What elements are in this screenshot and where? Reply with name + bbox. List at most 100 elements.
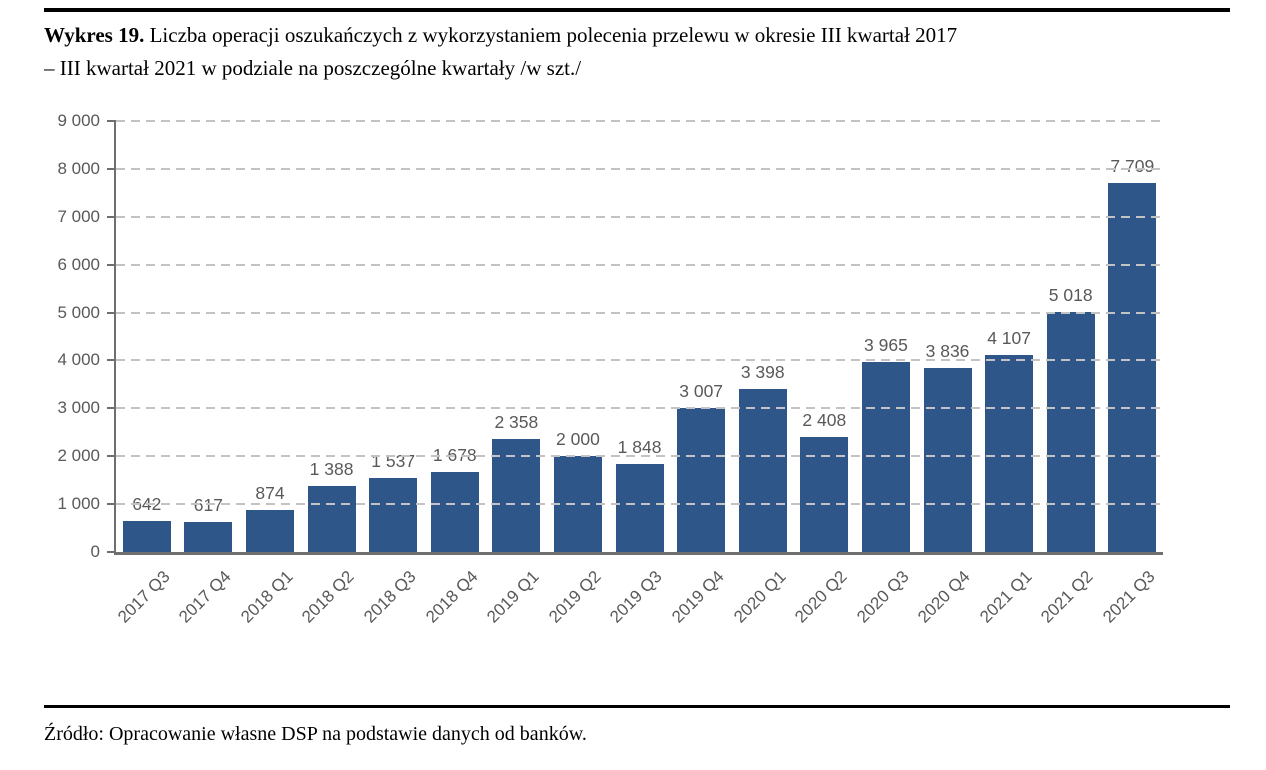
- bar-slot: 2 000 2019 Q2: [545, 121, 609, 626]
- bar: [307, 485, 356, 552]
- bar: [492, 439, 541, 552]
- bar-slot: 1 848 2019 Q3: [606, 121, 671, 627]
- gridline: [116, 407, 1163, 410]
- y-tick-label: 1 000: [57, 494, 100, 514]
- y-tick-mark: [107, 167, 116, 170]
- x-tick-label: 2020 Q4: [914, 567, 974, 627]
- figure-caption: Wykres 19. Liczba operacji oszukańczych …: [44, 19, 1230, 85]
- gridline: [116, 455, 1163, 458]
- bar-slot: 1 678 2018 Q4: [422, 121, 486, 627]
- source-note: Źródło: Opracowanie własne DSP na podsta…: [44, 723, 587, 745]
- gridline: [116, 120, 1163, 122]
- x-tick-label: 2017 Q4: [175, 567, 235, 627]
- bar-value-label: 1 678: [433, 445, 477, 466]
- bar: [1108, 182, 1157, 552]
- x-tick-label: 2019 Q1: [483, 567, 543, 627]
- y-tick-label: 6 000: [57, 254, 100, 274]
- x-tick-label: 2021 Q1: [975, 567, 1036, 627]
- bar: [923, 368, 972, 552]
- gridline: [116, 311, 1163, 314]
- bar-value-label: 2 408: [802, 409, 847, 430]
- bar-slot: 2 408 2020 Q2: [791, 121, 856, 627]
- bar-slot: 5 018 2021 Q2: [1038, 121, 1102, 627]
- x-tick-label: 2017 Q3: [113, 567, 174, 627]
- bar-chart: 642 2017 Q3 617 2017 Q4 874 2018 Q1 1 388 2018 …: [57, 111, 1164, 627]
- bar: [677, 408, 726, 552]
- x-tick-label: 2018 Q4: [421, 567, 482, 627]
- y-tick-mark: [107, 407, 116, 410]
- x-tick-label: 2019 Q4: [668, 567, 728, 627]
- bar-slot: 3 007 2019 Q4: [668, 121, 732, 627]
- x-tick-label: 2021 Q2: [1037, 567, 1098, 627]
- y-tick-mark: [107, 215, 116, 218]
- x-tick-label: 2020 Q2: [791, 567, 851, 627]
- bar-value-label: 1 848: [617, 436, 662, 457]
- bar-slot: 3 398 2020 Q1: [730, 121, 794, 626]
- bar-slot: 617 2017 Q4: [175, 121, 240, 626]
- y-tick-label: 9 000: [57, 111, 100, 130]
- y-tick-mark: [107, 120, 116, 122]
- y-tick-mark: [107, 263, 116, 266]
- figure-caption-text: Liczba operacji oszukańczych z wykorzyst…: [44, 23, 958, 80]
- x-tick-label: 2020 Q3: [852, 567, 913, 627]
- y-tick-label: 0: [90, 542, 100, 561]
- figure-caption-label: Wykres 19.: [44, 23, 145, 47]
- x-tick-label: 2019 Q2: [544, 567, 605, 627]
- bar-slot: 3 965 2020 Q3: [853, 121, 917, 626]
- bar-slot: 2 358 2019 Q1: [483, 121, 548, 626]
- bar: [369, 478, 418, 552]
- bar-value-label: 617: [193, 495, 223, 516]
- bar-value-label: 1 388: [309, 458, 354, 479]
- bar-value-label: 3 965: [864, 335, 908, 356]
- bar: [800, 436, 849, 552]
- gridline: [116, 263, 1163, 266]
- y-tick-label: 2 000: [57, 446, 100, 466]
- bar-value-label: 3 398: [740, 362, 785, 383]
- bar-slot: 7 709 2021 Q3: [1099, 121, 1164, 627]
- bar-value-label: 3 836: [925, 341, 970, 362]
- bar-value-label: 874: [255, 483, 285, 504]
- bar-value-label: 7 709: [1110, 155, 1155, 176]
- y-tick-mark: [107, 551, 116, 553]
- y-tick-mark: [107, 311, 116, 314]
- gridline: [116, 215, 1163, 218]
- top-rule: [44, 8, 1230, 12]
- bar: [615, 463, 664, 552]
- bar-value-label: 4 107: [987, 328, 1032, 349]
- bar-value-label: 3 007: [679, 381, 724, 401]
- bar: [1046, 311, 1095, 552]
- bars: 642 2017 Q3 617 2017 Q4 874 2018 Q1 1 388 2018 …: [114, 121, 1164, 627]
- y-tick-label: 7 000: [57, 206, 100, 226]
- y-tick-label: 3 000: [57, 398, 100, 418]
- bottom-rule: [44, 705, 1230, 708]
- y-tick-label: 4 000: [57, 350, 100, 370]
- plot-area: 642 2017 Q3 617 2017 Q4 874 2018 Q1 1 388 2018 …: [57, 111, 1164, 627]
- gridline: [116, 503, 1163, 506]
- x-tick-label: 2018 Q3: [360, 567, 420, 627]
- bar: [184, 522, 233, 552]
- bar: [430, 471, 479, 552]
- y-tick-mark: [107, 503, 116, 506]
- bar: [122, 521, 171, 552]
- bar-value-label: 2 000: [556, 429, 600, 450]
- bar-slot: 3 836 2020 Q4: [914, 121, 979, 626]
- bar: [245, 510, 294, 552]
- x-tick-label: 2018 Q1: [236, 567, 297, 627]
- bar-value-label: 2 358: [494, 412, 539, 433]
- bar-slot: 1 388 2018 Q2: [298, 121, 363, 627]
- x-tick-label: 2018 Q2: [298, 567, 359, 627]
- y-tick-label: 5 000: [57, 302, 100, 322]
- y-tick-label: 8 000: [57, 158, 100, 178]
- bar-slot: 874 2018 Q1: [237, 121, 301, 626]
- x-tick-label: 2019 Q3: [606, 567, 666, 627]
- x-tick-label: 2021 Q3: [1099, 567, 1159, 627]
- bar: [738, 389, 787, 552]
- y-tick-mark: [107, 359, 116, 362]
- y-tick-mark: [107, 455, 116, 458]
- x-tick-label: 2020 Q1: [729, 567, 790, 627]
- bar-slot: 1 537 2018 Q3: [360, 121, 424, 626]
- gridline: [116, 359, 1163, 362]
- bar: [985, 355, 1034, 552]
- bar-value-label: 5 018: [1048, 284, 1093, 305]
- bar-slot: 4 107 2021 Q1: [976, 121, 1040, 626]
